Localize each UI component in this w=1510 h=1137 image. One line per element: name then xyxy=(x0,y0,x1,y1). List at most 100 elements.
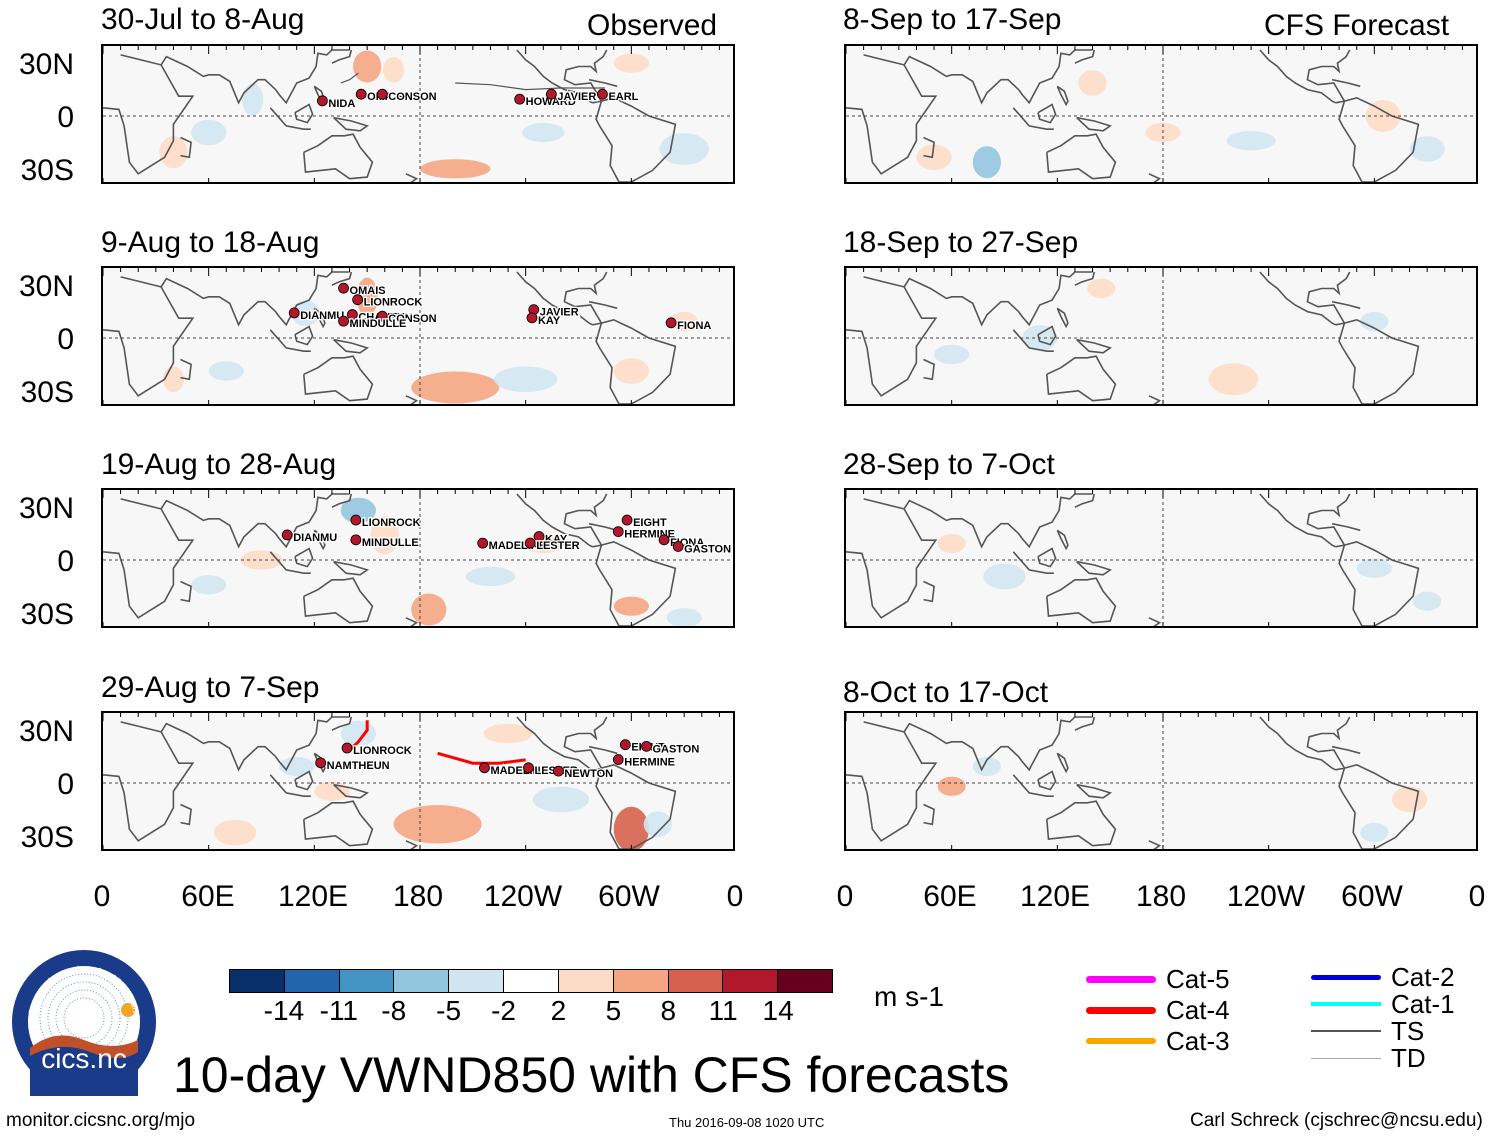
storm-marker: CONSON xyxy=(376,310,438,326)
coastline xyxy=(1306,49,1351,104)
hurricane-icon xyxy=(477,537,489,549)
legend-ts-label: TS xyxy=(1391,1016,1425,1046)
hurricane-icon xyxy=(288,307,300,319)
hurricane-icon xyxy=(315,757,327,769)
storm-marker: CONSON xyxy=(376,88,438,104)
coastline xyxy=(303,577,374,624)
coastline xyxy=(1259,271,1336,326)
coastline xyxy=(1074,493,1096,508)
legend-cat2: Cat-2 xyxy=(1311,963,1455,991)
panel-title-fc-3: 28-Sep to 7-Oct xyxy=(843,448,1055,481)
coastline xyxy=(588,300,618,310)
storm-label: EARL xyxy=(608,91,638,103)
storm-label: MINDULLE xyxy=(350,318,407,330)
storm-marker: NEWTON xyxy=(553,765,614,781)
coastline xyxy=(595,96,677,182)
coastline xyxy=(103,498,195,619)
map-canvas xyxy=(846,46,1476,182)
coastline xyxy=(1037,325,1057,346)
coastline xyxy=(1046,355,1117,402)
coastline xyxy=(1046,577,1117,624)
coastline xyxy=(103,54,195,175)
colorbar-swatch-6 xyxy=(558,970,614,992)
wind-anomaly-patch xyxy=(659,133,709,165)
coastline xyxy=(333,116,370,132)
storm-marker: OMAIS xyxy=(338,282,387,298)
storm-marker: DIANMU xyxy=(288,307,346,323)
coastline xyxy=(1306,716,1351,771)
storm-label: HERMINE xyxy=(624,757,675,769)
wind-anomaly-patch xyxy=(1078,70,1107,96)
wind-anomaly-patch xyxy=(208,361,244,381)
legend-cat4: Cat-4 xyxy=(1086,996,1230,1024)
colorbar-label-2: -8 xyxy=(381,995,407,1026)
coastline xyxy=(1012,551,1054,574)
wind-anomaly-patch xyxy=(1360,822,1389,843)
coastline xyxy=(1259,716,1336,771)
coastline xyxy=(1012,107,1054,130)
observed-map-1: NIDAOMAISCONSONHOWARDJAVIEREARL xyxy=(101,44,735,184)
coastline xyxy=(563,493,608,548)
coastline xyxy=(103,721,195,842)
coastline xyxy=(516,716,593,771)
coastline xyxy=(923,358,935,381)
map-canvas: LIONROCKNAMTHEUNMADELINELESTERNEWTONEIGH… xyxy=(103,713,733,849)
storm-label: LIONROCK xyxy=(364,297,423,309)
wind-anomaly-patch xyxy=(242,83,264,116)
coastline xyxy=(1056,307,1069,329)
coastline xyxy=(313,307,326,329)
wind-anomaly-patch xyxy=(916,144,952,171)
hurricane-icon xyxy=(553,765,564,777)
storm-label: JAVIER xyxy=(540,307,579,319)
storm-label: HOWARD xyxy=(526,96,576,108)
lon-label-180-left: 180 xyxy=(392,880,444,913)
storm-track xyxy=(437,751,526,765)
storm-marker: LESTER xyxy=(524,537,581,553)
legend-cat5: Cat-5 xyxy=(1086,965,1230,993)
coastline xyxy=(1259,493,1336,548)
hurricane-icon xyxy=(350,514,362,526)
lat-label-eq-row2: 0 xyxy=(57,323,74,356)
cfs-forecast-label: CFS Forecast xyxy=(1264,9,1450,42)
wind-anomaly-patch xyxy=(1226,131,1276,151)
wind-anomaly-patch xyxy=(279,756,315,777)
wind-anomaly-patch xyxy=(411,593,447,626)
hurricane-icon xyxy=(619,739,631,751)
hurricane-icon xyxy=(524,537,536,549)
lon-label-180-right: 180 xyxy=(1135,880,1187,913)
coastline xyxy=(846,721,938,842)
storm-label: GASTON xyxy=(652,743,699,755)
colorbar-swatch-0 xyxy=(230,970,285,992)
hurricane-icon xyxy=(346,309,358,320)
coastline xyxy=(1012,774,1054,797)
hurricane-icon xyxy=(545,88,557,100)
wind-anomaly-patch xyxy=(383,57,405,83)
lon-label-0-right: 0 xyxy=(836,880,854,913)
observed-map-4: LIONROCKNAMTHEUNMADELINELESTERNEWTONEIGH… xyxy=(101,711,735,851)
colorbar-label-0: -14 xyxy=(263,995,305,1026)
coastline xyxy=(595,763,677,849)
lat-label-30s-row4: 30S xyxy=(20,821,74,854)
storm-label: LIONROCK xyxy=(353,745,412,757)
hurricane-icon xyxy=(281,529,293,541)
wind-anomaly-patch xyxy=(1413,591,1442,611)
coastline xyxy=(331,493,353,508)
lon-label-60e-right: 60E xyxy=(923,880,977,913)
coastline xyxy=(1338,318,1420,404)
observed-map-2: OMAISLIONROCKDIANMUCHANTHUCONSONMINDULLE… xyxy=(101,266,735,406)
panel-title-fc-1: 8-Sep to 17-Sep xyxy=(843,3,1062,36)
wind-anomaly-patch xyxy=(937,776,966,796)
panel-title-fc-2: 18-Sep to 27-Sep xyxy=(843,226,1079,259)
lat-label-30s-row1: 30S xyxy=(20,154,74,187)
hurricane-icon xyxy=(612,754,624,765)
wind-anomaly-patch xyxy=(483,723,533,744)
colorbar-swatch-4 xyxy=(449,970,505,992)
wind-anomaly-patch xyxy=(643,811,672,838)
coastline xyxy=(1331,522,1361,532)
wind-anomaly-patch xyxy=(1360,311,1389,332)
storm-label: CONSON xyxy=(388,91,436,103)
lon-label-0e-left: 0 xyxy=(726,880,744,913)
coastline xyxy=(516,493,593,548)
colorbar-label-4: -2 xyxy=(491,995,516,1026)
legend-cat2-label: Cat-2 xyxy=(1391,962,1455,992)
